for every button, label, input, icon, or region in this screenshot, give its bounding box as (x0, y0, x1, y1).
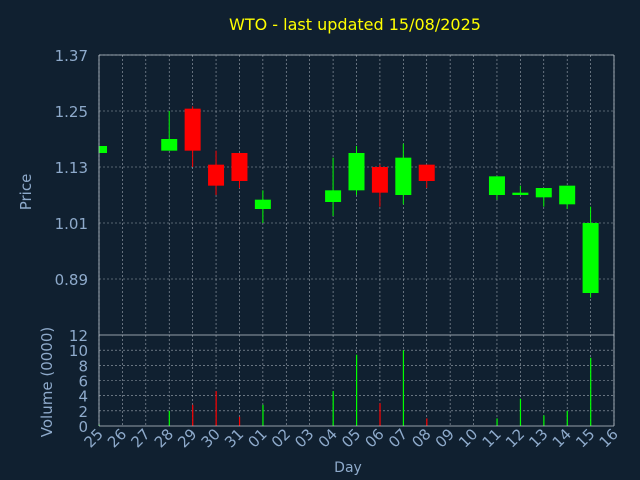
x-tick-label: 12 (502, 425, 528, 451)
volume-bar (192, 404, 194, 426)
volume-tick-label: 10 (69, 342, 88, 360)
price-panel (98, 106, 599, 298)
candle-body (231, 153, 248, 181)
candle-body (208, 164, 225, 186)
x-tick-label: 04 (315, 425, 341, 451)
x-tick-label: 29 (174, 425, 200, 451)
x-tick-label: 16 (596, 425, 622, 451)
x-tick-label: 10 (455, 425, 481, 451)
volume-panel (98, 350, 592, 426)
x-tick-label: 15 (572, 425, 598, 451)
volume-bar (215, 391, 217, 426)
price-tick-label: 1.01 (55, 215, 88, 233)
candle-body (348, 153, 365, 191)
candle-body (254, 199, 271, 209)
candle-body (535, 188, 552, 198)
volume-bar (168, 410, 170, 426)
volume-tick-label: 6 (78, 373, 88, 391)
x-tick-label: 11 (479, 425, 505, 451)
volume-tick-label: 4 (78, 388, 88, 406)
price-axis-label: Price (17, 174, 35, 211)
price-tick-label: 1.13 (55, 159, 88, 177)
x-tick-label: 06 (362, 425, 388, 451)
candle-body (559, 185, 576, 205)
volume-tick-label: 12 (69, 327, 88, 345)
volume-bar (402, 350, 405, 426)
volume-bar (566, 410, 568, 426)
volume-bar (496, 418, 498, 426)
candle-body (184, 108, 201, 151)
volume-bar (238, 416, 241, 426)
price-tick-label: 0.89 (55, 271, 88, 289)
x-tick-label: 05 (338, 425, 364, 451)
chart-title: WTO - last updated 15/08/2025 (229, 15, 481, 34)
x-tick-label: 03 (291, 425, 317, 451)
x-tick-label: 14 (549, 425, 575, 451)
candle-body (161, 139, 178, 151)
candle-body (395, 157, 412, 195)
candle-body (512, 192, 529, 195)
x-axis-label: Day (334, 460, 362, 476)
volume-tick-label: 8 (78, 357, 88, 375)
volume-bar (519, 398, 522, 426)
x-tick-label: 13 (525, 425, 551, 451)
x-tick-label: 27 (127, 425, 153, 451)
volume-bar (590, 357, 592, 426)
candle-body (99, 146, 107, 153)
x-tick-label: 07 (385, 425, 411, 451)
candle-body (325, 190, 342, 202)
x-tick-label: 30 (198, 425, 224, 451)
candle-body (582, 223, 599, 293)
volume-tick-label: 0 (78, 418, 88, 436)
volume-bar (262, 404, 264, 426)
volume-bar (332, 391, 334, 426)
volume-tick-label: 2 (78, 403, 88, 421)
x-tick-label: 01 (244, 425, 270, 451)
x-tick-label: 28 (151, 425, 177, 451)
volume-bar (426, 418, 428, 426)
candle-body (371, 167, 388, 193)
candle-body (488, 176, 505, 195)
volume-bar (379, 403, 381, 426)
x-tick-label: 09 (432, 425, 458, 451)
volume-bar (356, 354, 358, 426)
candle-body (418, 164, 435, 181)
axis-layer: 1.371.251.131.010.8912108642025262728293… (55, 47, 622, 451)
x-tick-label: 26 (104, 425, 130, 451)
price-tick-label: 1.37 (55, 47, 88, 65)
x-tick-label: 31 (221, 425, 247, 451)
x-tick-label: 08 (408, 425, 434, 451)
volume-axis-label: Volume (0000) (38, 327, 56, 437)
volume-bar (543, 415, 545, 426)
price-tick-label: 1.25 (55, 103, 88, 121)
x-tick-label: 02 (268, 425, 294, 451)
